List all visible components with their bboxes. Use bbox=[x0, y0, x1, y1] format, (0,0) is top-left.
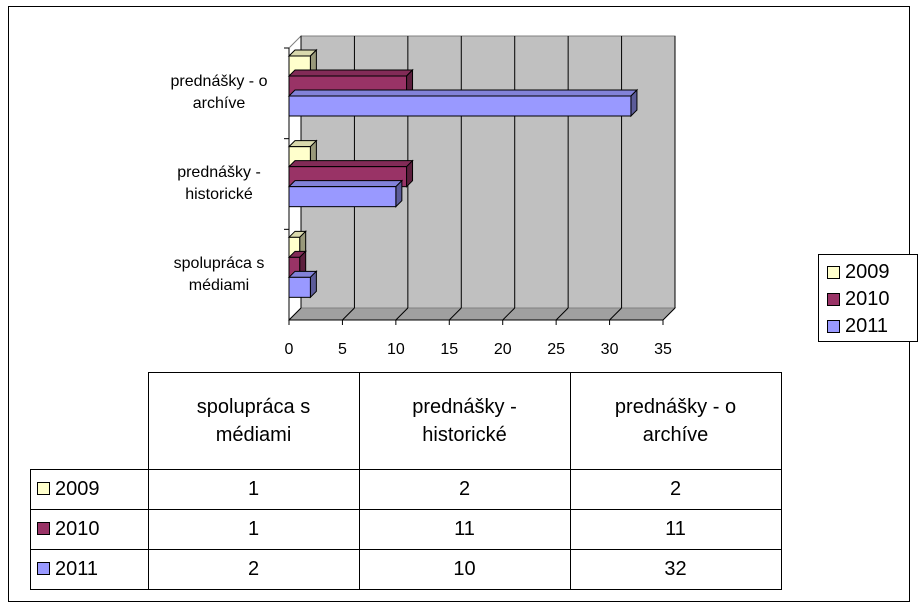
table-header: prednášky - historické bbox=[358, 372, 571, 470]
legend-label: 2009 bbox=[845, 261, 890, 283]
legend-entry: 2011 bbox=[827, 315, 888, 338]
y-tick-label: spolupráca s médiami bbox=[173, 254, 265, 294]
bar bbox=[287, 88, 639, 118]
table-header-row: spolupráca s médiami prednášky - historic… bbox=[30, 372, 782, 470]
floor-grid-line bbox=[609, 307, 622, 321]
table-series-name: 2009 bbox=[55, 478, 100, 500]
legend-entry: 2010 bbox=[827, 288, 890, 311]
legend-label: 2010 bbox=[845, 288, 890, 310]
table-value: 1 bbox=[147, 509, 360, 550]
x-tick-label: 20 bbox=[494, 341, 512, 358]
bar bbox=[287, 179, 404, 208]
table-value: 32 bbox=[569, 549, 782, 590]
table-row: 2011 2 10 32 bbox=[30, 549, 782, 590]
floor-grid-line bbox=[448, 307, 462, 321]
table-series: 2011 bbox=[30, 549, 149, 590]
floor-grid-line bbox=[662, 307, 676, 321]
table-value: 11 bbox=[358, 509, 571, 550]
x-tick-label: 30 bbox=[601, 341, 619, 358]
bar bbox=[287, 270, 318, 299]
table-header-text: spolupráca s médiami bbox=[196, 396, 311, 446]
floor-grid-line bbox=[288, 307, 302, 321]
table-row: 2009 1 2 2 bbox=[30, 469, 782, 510]
legend-key bbox=[827, 266, 840, 279]
floor-grid-line bbox=[555, 307, 569, 321]
floor-grid-line bbox=[342, 307, 355, 321]
table-value: 2 bbox=[569, 469, 782, 510]
table-header-text: prednášky - historické bbox=[412, 396, 517, 446]
floor-grid-line bbox=[395, 307, 409, 321]
table-value: 2 bbox=[147, 549, 360, 590]
table-value: 10 bbox=[358, 549, 571, 590]
bar-front bbox=[288, 186, 397, 208]
x-tick-label: 10 bbox=[387, 341, 405, 358]
table-value: 2 bbox=[358, 469, 571, 510]
table-key bbox=[37, 522, 50, 535]
table-series-name: 2010 bbox=[55, 518, 100, 540]
x-tick-label: 0 bbox=[285, 341, 294, 358]
y-tick-label: prednášky - historické bbox=[177, 164, 261, 203]
legend: 2009 2010 2011 bbox=[818, 254, 918, 342]
table-series-name: 2011 bbox=[55, 558, 99, 580]
table-series: 2009 bbox=[30, 469, 149, 510]
table-row: 2010 1 11 11 bbox=[30, 509, 782, 550]
table-header: spolupráca s médiami bbox=[147, 372, 360, 470]
legend-entry: 2009 bbox=[827, 261, 890, 284]
table-corner bbox=[30, 372, 149, 470]
bar-front bbox=[288, 276, 311, 298]
table-series: 2010 bbox=[30, 509, 149, 550]
x-tick-label: 5 bbox=[338, 341, 347, 358]
table-key bbox=[37, 482, 50, 495]
table-key bbox=[37, 562, 50, 575]
table-value: 11 bbox=[569, 509, 782, 550]
bar-top bbox=[287, 89, 639, 97]
x-tick-label: 35 bbox=[654, 341, 672, 358]
bar-top bbox=[287, 180, 404, 188]
table-header: prednášky - o archíve bbox=[569, 372, 782, 470]
table-header-text: prednášky - o archíve bbox=[614, 396, 737, 446]
floor bbox=[287, 307, 677, 321]
table-value: 1 bbox=[147, 469, 360, 510]
floor-grid-line bbox=[502, 307, 516, 321]
y-tick-label: prednášky - o archíve bbox=[170, 73, 268, 113]
bar-front bbox=[288, 95, 632, 117]
data-table: spolupráca s médiami prednášky - historic… bbox=[30, 372, 782, 590]
legend-key bbox=[827, 293, 840, 306]
x-tick-label: 25 bbox=[547, 341, 565, 358]
legend-label: 2011 bbox=[845, 315, 889, 337]
legend-key bbox=[827, 320, 840, 333]
x-tick-label: 15 bbox=[440, 341, 458, 358]
bar-top bbox=[287, 160, 414, 168]
bar-top bbox=[287, 69, 414, 77]
